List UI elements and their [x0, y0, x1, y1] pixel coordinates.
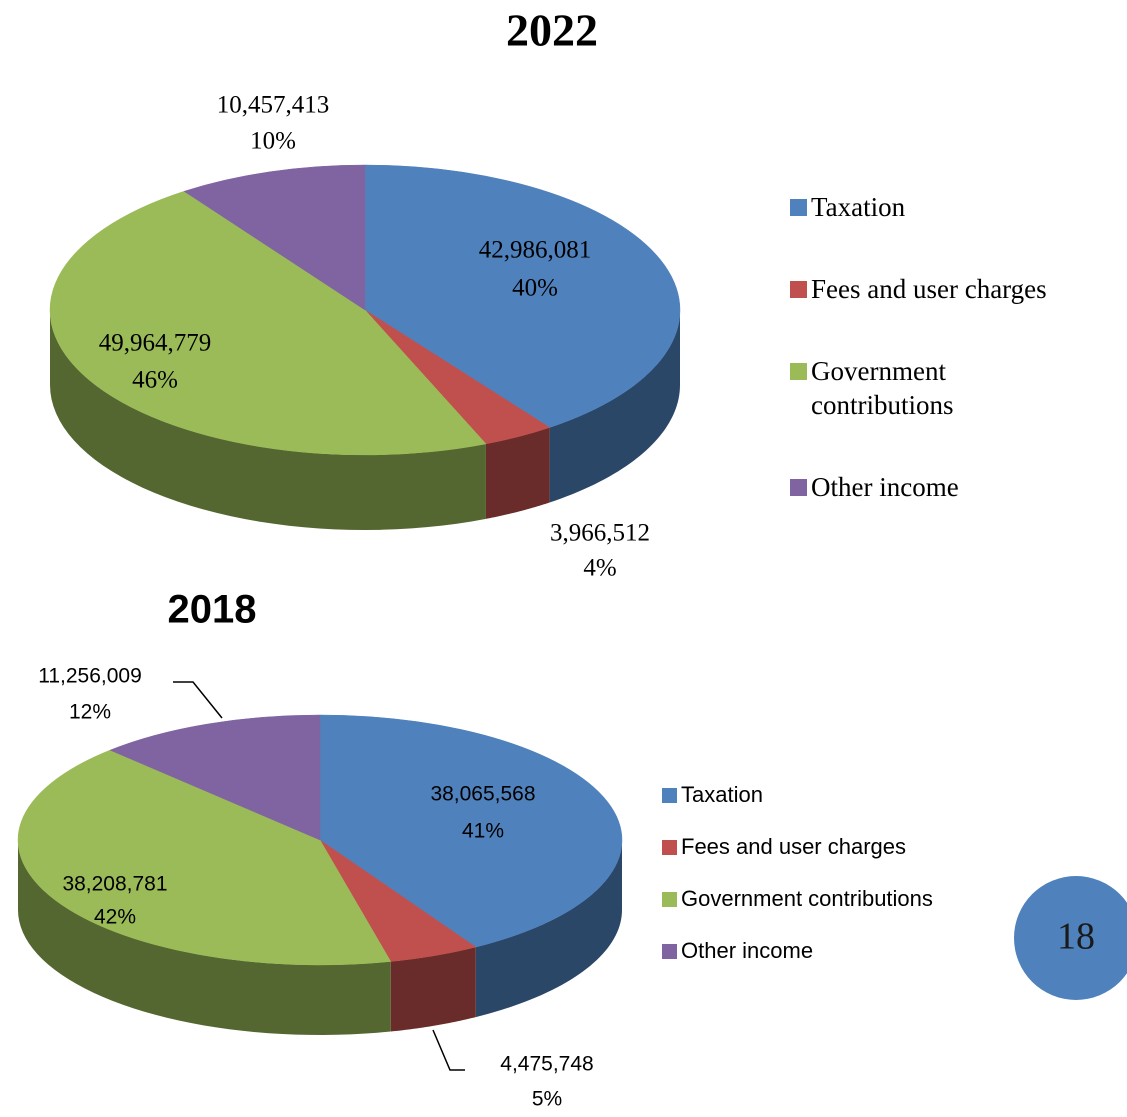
legend: Taxation Fees and user charges Government …: [790, 190, 1081, 552]
percent-label: 46%: [132, 367, 178, 394]
legend-item: Other income: [662, 938, 933, 964]
pie-side: [485, 427, 550, 519]
legend-label: Taxation: [681, 782, 763, 807]
percent-label: 12%: [69, 701, 111, 724]
chart-title: 2022: [506, 5, 598, 56]
pie-sides: [18, 840, 622, 1035]
value-label: 3,966,512: [550, 520, 650, 547]
pie-2018: 2018 38,065,568 41% 4,475,748 5% 38,208,781 42…: [17, 588, 623, 1111]
value-label: 4,475,748: [500, 1053, 593, 1076]
chart-title: 2018: [168, 588, 257, 632]
legend-item: Fees and user charges: [662, 834, 933, 860]
legend-label: Other income: [811, 472, 959, 502]
legend-item: Taxation: [790, 190, 1081, 224]
pie-tops: [17, 714, 623, 966]
value-label: 38,208,781: [62, 873, 167, 896]
legend-label: Taxation: [811, 192, 906, 222]
percent-label: 4%: [583, 555, 616, 582]
legend-swatch: [790, 479, 807, 496]
legend-item: Other income: [790, 470, 1081, 504]
legend: Taxation Fees and user charges Government …: [662, 782, 933, 990]
legend-item: Taxation: [662, 782, 933, 808]
percent-label: 10%: [250, 128, 296, 155]
pie-sides: [50, 310, 680, 530]
value-label: 11,256,009: [38, 665, 142, 688]
leader-line: [173, 681, 223, 719]
legend-swatch: [662, 840, 677, 855]
legend-label: Fees and user charges: [681, 834, 907, 859]
pie-side: [475, 840, 622, 1018]
pie-side: [50, 310, 486, 530]
legend-label: Fees and user charges: [811, 274, 1047, 304]
pie-side: [390, 947, 476, 1032]
value-label: 10,457,413: [217, 92, 330, 119]
pie-slice: [17, 749, 392, 966]
pie-side: [549, 310, 680, 503]
value-label: 42,986,081: [479, 237, 592, 264]
legend-swatch: [662, 892, 677, 907]
legend-label: Government contributions: [681, 886, 933, 911]
pie-tops: [49, 164, 681, 456]
page-badge: [1014, 876, 1127, 1000]
percent-label: 40%: [512, 275, 558, 302]
legend-label: Other income: [681, 938, 814, 963]
percent-label: 41%: [462, 820, 504, 843]
value-label: 38,065,568: [430, 783, 535, 806]
legend-item: Government contributions: [662, 886, 933, 912]
pie-slice: [319, 714, 623, 948]
legend-label: Government contributions: [811, 356, 954, 420]
pie-2022: 2022 42,986,081 40% 3,966,512 4% 49,964,779 46…: [49, 5, 681, 582]
page-number: 18: [1057, 916, 1095, 958]
legend-swatch: [662, 788, 677, 803]
pie-slice: [109, 714, 321, 841]
pie-slice: [49, 191, 487, 456]
legend-swatch: [790, 363, 807, 380]
legend-swatch: [662, 944, 677, 959]
pie-slice: [364, 164, 681, 428]
legend-item: Government contributions: [790, 354, 1081, 422]
percent-label: 5%: [532, 1088, 562, 1111]
value-label: 49,964,779: [99, 330, 212, 357]
leader-line: [432, 1029, 465, 1071]
pie-side: [18, 840, 391, 1035]
legend-swatch: [790, 281, 807, 298]
legend-item: Fees and user charges: [790, 272, 1081, 306]
percent-label: 42%: [94, 906, 136, 929]
legend-swatch: [790, 199, 807, 216]
pie-slice: [183, 164, 366, 311]
